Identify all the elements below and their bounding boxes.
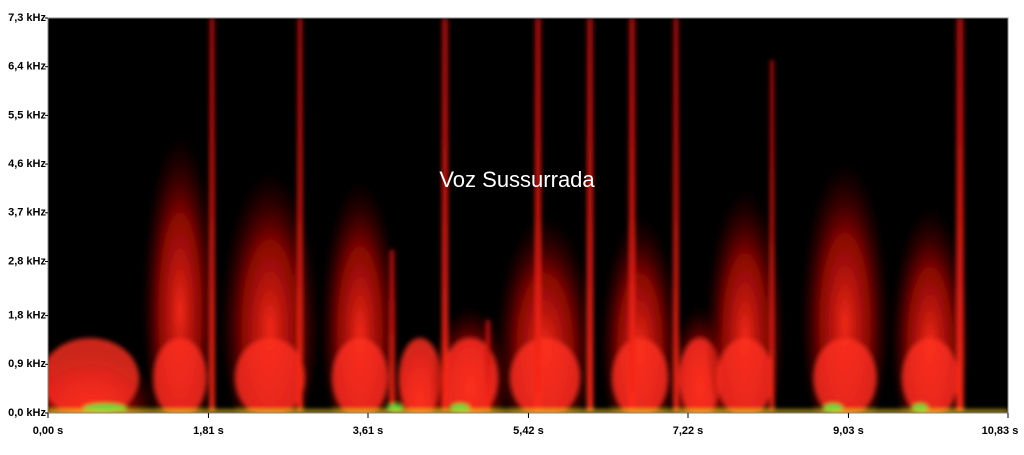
energy-streak bbox=[442, 18, 448, 413]
energy-streak bbox=[209, 18, 215, 413]
y-tick-label: 1,8 kHz bbox=[8, 310, 46, 322]
energy-blob bbox=[142, 100, 218, 413]
energy-streak bbox=[389, 250, 395, 413]
energy-streak bbox=[587, 18, 593, 413]
energy-core bbox=[332, 338, 388, 413]
x-tick-label: 3,61 s bbox=[353, 425, 384, 437]
energy-core bbox=[717, 338, 773, 413]
energy-blob bbox=[220, 140, 320, 413]
spectrogram-energy bbox=[48, 18, 1008, 413]
y-tick-label: 6,4 kHz bbox=[8, 61, 46, 73]
y-tick-label: 0,9 kHz bbox=[8, 358, 46, 370]
x-tick-label: 0,00 s bbox=[33, 425, 64, 437]
y-tick-label: 4,6 kHz bbox=[8, 158, 46, 170]
energy-streak bbox=[770, 60, 774, 413]
chart-title: Voz Sussurrada bbox=[439, 167, 595, 192]
energy-core bbox=[235, 338, 305, 413]
energy-streak bbox=[629, 18, 635, 413]
energy-blob bbox=[320, 150, 400, 413]
energy-core bbox=[902, 338, 958, 413]
x-tick-label: 7,22 s bbox=[673, 425, 704, 437]
x-tick-label: 9,03 s bbox=[833, 425, 864, 437]
y-tick-label: 2,8 kHz bbox=[8, 255, 46, 267]
energy-streak bbox=[297, 18, 303, 413]
y-tick-label: 5,5 kHz bbox=[8, 109, 46, 121]
energy-streak bbox=[956, 18, 964, 413]
energy-floor bbox=[48, 410, 1008, 413]
energy-core bbox=[153, 338, 207, 413]
x-tick-label: 1,81 s bbox=[193, 425, 224, 437]
x-tick-label: 5,42 s bbox=[513, 425, 544, 437]
energy-core bbox=[510, 338, 580, 413]
y-tick-label: 3,7 kHz bbox=[8, 207, 46, 219]
energy-core bbox=[442, 338, 498, 413]
energy-core bbox=[48, 338, 139, 413]
energy-core bbox=[813, 338, 877, 413]
energy-blob bbox=[800, 130, 890, 413]
energy-streak bbox=[485, 320, 491, 413]
energy-streak bbox=[535, 18, 541, 413]
energy-core bbox=[399, 338, 441, 413]
energy-core bbox=[612, 338, 668, 413]
energy-blob bbox=[705, 160, 785, 413]
y-tick-label: 0,0 kHz bbox=[8, 407, 46, 419]
x-tick-label: 10,83 s bbox=[982, 425, 1019, 437]
y-tick-label: 7,3 kHz bbox=[8, 12, 46, 24]
energy-streak bbox=[673, 18, 679, 413]
